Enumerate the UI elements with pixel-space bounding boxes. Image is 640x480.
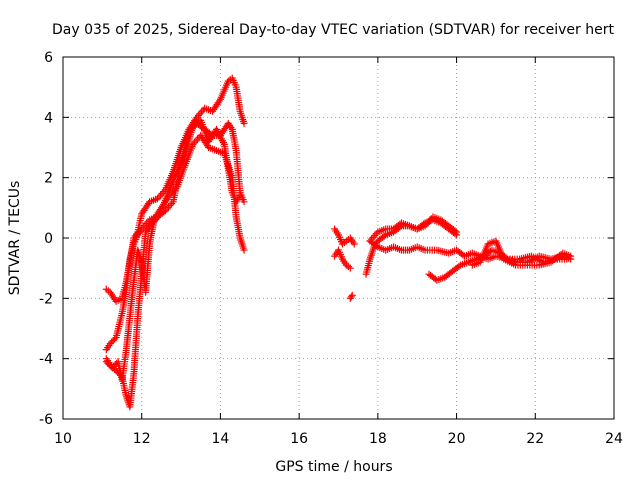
y-tick-label: 6 xyxy=(44,50,53,66)
data-point-night-1 xyxy=(350,240,358,248)
x-tick-label: 14 xyxy=(212,431,230,447)
data-point-night-5 xyxy=(369,233,377,241)
data-point-track-b xyxy=(111,335,119,343)
data-point-track-a xyxy=(240,119,248,127)
x-tick-label: 20 xyxy=(448,431,466,447)
y-tick-label: 4 xyxy=(44,110,53,126)
data-point-night-7 xyxy=(455,262,463,270)
data-point-track-c xyxy=(240,246,248,254)
x-tick-label: 10 xyxy=(54,431,72,447)
data-point-track-b xyxy=(109,337,117,345)
data-point-track-d xyxy=(108,364,116,372)
x-tick-label: 22 xyxy=(526,431,544,447)
data-point-track-c xyxy=(192,137,200,145)
y-tick-label: -6 xyxy=(39,412,53,428)
data-points xyxy=(102,74,575,411)
chart-title: Day 035 of 2025, Sidereal Day-to-day VTE… xyxy=(52,22,614,38)
data-point-night-3 xyxy=(347,293,355,301)
data-point-track-d xyxy=(111,361,119,369)
data-point-night-8 xyxy=(567,252,575,260)
data-point-track-b xyxy=(108,338,116,346)
data-point-track-b xyxy=(106,340,114,348)
data-point-night-4 xyxy=(380,232,388,240)
x-tick-label: 18 xyxy=(369,431,387,447)
data-point-night-5 xyxy=(371,232,379,240)
data-point-track-d xyxy=(105,361,113,369)
x-axis-label: GPS time / hours xyxy=(275,459,392,475)
x-tick-label: 16 xyxy=(290,431,308,447)
data-point-night-5 xyxy=(453,228,461,236)
data-point-track-a xyxy=(196,110,204,118)
data-point-track-d xyxy=(104,359,112,367)
data-point-night-2 xyxy=(346,264,354,272)
data-point-track-d xyxy=(236,192,244,200)
data-point-night-5 xyxy=(451,227,459,235)
data-point-track-d xyxy=(102,358,110,366)
y-tick-label: -4 xyxy=(39,352,53,368)
data-point-track-b xyxy=(240,198,248,206)
data-point-night-6 xyxy=(372,242,380,250)
data-point-track-a xyxy=(215,97,223,105)
y-tick-label: 2 xyxy=(44,171,53,187)
x-tick-label: 12 xyxy=(133,431,151,447)
data-point-night-3 xyxy=(348,291,356,299)
y-axis-label: SDTVAR / TECUs xyxy=(7,181,23,296)
y-tick-label: -2 xyxy=(39,291,53,307)
x-tick-label: 24 xyxy=(605,431,623,447)
data-point-track-d xyxy=(156,209,164,217)
y-tick-label: 0 xyxy=(44,231,53,247)
